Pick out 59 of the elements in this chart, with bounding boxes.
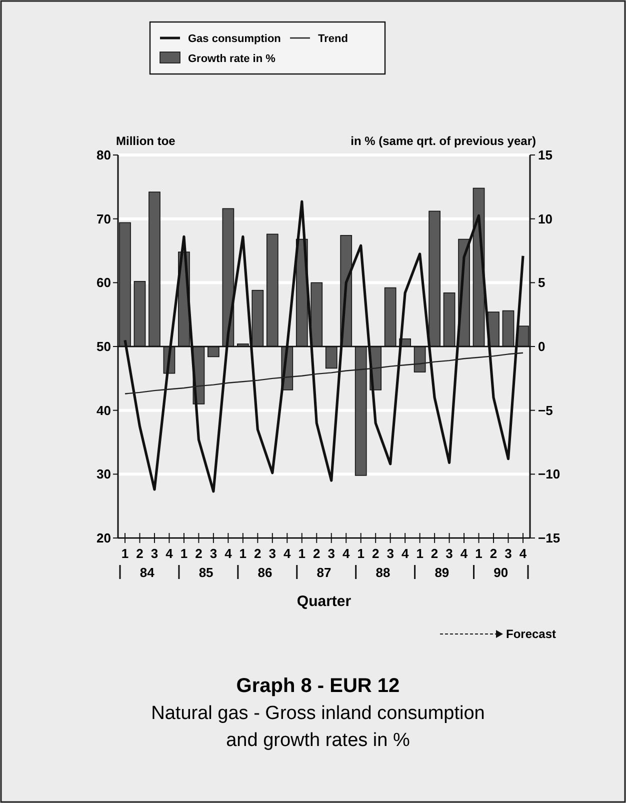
x-tick-label: 1 xyxy=(357,546,364,561)
x-tick-label: 1 xyxy=(121,546,129,561)
x-tick-label: 4 xyxy=(224,546,233,561)
x-tick-label: 2 xyxy=(430,546,438,561)
x-tick-label: 3 xyxy=(504,546,512,561)
text: 85 xyxy=(198,565,214,580)
x-tick-label: 2 xyxy=(195,546,202,561)
y2-tick-label: −5 xyxy=(538,402,553,418)
y2-tick-label: −10 xyxy=(538,466,560,482)
x-tick-label: 2 xyxy=(372,546,380,561)
text: 87 xyxy=(316,565,332,580)
x-tick-label: 2 xyxy=(254,546,262,561)
y2-tick-label: 0 xyxy=(538,339,546,354)
legend-label: Gas consumption xyxy=(188,32,282,45)
text: 84 xyxy=(140,565,156,580)
y-tick-label: 80 xyxy=(96,148,111,163)
legend-label: Trend xyxy=(318,32,348,45)
x-tick-label: 4 xyxy=(284,546,292,561)
y-tick-label: 40 xyxy=(96,402,111,418)
y-axis-title: Million toe xyxy=(116,134,176,148)
text: Forecast xyxy=(506,627,556,641)
x-tick-label: 3 xyxy=(446,546,453,561)
x-tick-label: 4 xyxy=(460,546,468,561)
x-tick-label: 3 xyxy=(210,546,218,561)
line-series xyxy=(124,352,524,394)
y2-tick-label: −15 xyxy=(538,530,560,546)
text: Natural gas - Gross inland consumption and growth rates in % xyxy=(151,703,485,751)
x-tick-label: 1 xyxy=(475,546,482,561)
x-tick-label: 4 xyxy=(401,546,410,561)
y-tick-label: 70 xyxy=(96,211,111,226)
x-tick-label: 4 xyxy=(166,546,174,561)
text: 88 xyxy=(376,565,390,580)
y2-tick-label: 5 xyxy=(538,275,546,290)
x-axis-title: Quarter xyxy=(296,593,352,610)
x-tick-label: 4 xyxy=(342,546,350,561)
text: 89 xyxy=(434,565,450,580)
x-tick-label: 1 xyxy=(416,546,424,561)
x-tick-label: 1 xyxy=(180,546,188,561)
y-tick-label: 60 xyxy=(96,275,111,290)
legend-label: Growth rate in % xyxy=(188,52,276,65)
x-tick-label: 4 xyxy=(519,546,528,561)
y2-tick-label: 15 xyxy=(538,148,552,163)
text: 90 xyxy=(494,565,508,580)
text: 86 xyxy=(258,565,272,580)
x-tick-label: 3 xyxy=(328,546,335,561)
text: Graph 8 - EUR 12 xyxy=(236,675,400,697)
x-tick-label: 3 xyxy=(150,546,158,561)
x-tick-label: 3 xyxy=(268,546,276,561)
y2-tick-label: 10 xyxy=(538,211,552,226)
x-tick-label: 2 xyxy=(136,546,144,561)
y2-axis-title: in % (same qrt. of previous year) xyxy=(350,134,536,148)
x-tick-label: 2 xyxy=(313,546,320,561)
x-tick-label: 1 xyxy=(239,546,247,561)
x-tick-label: 3 xyxy=(386,546,394,561)
x-tick-label: 1 xyxy=(298,546,306,561)
y-tick-label: 30 xyxy=(96,466,111,482)
x-tick-label: 2 xyxy=(490,546,498,561)
y-tick-label: 50 xyxy=(96,339,111,354)
y-tick-label: 20 xyxy=(96,530,111,546)
